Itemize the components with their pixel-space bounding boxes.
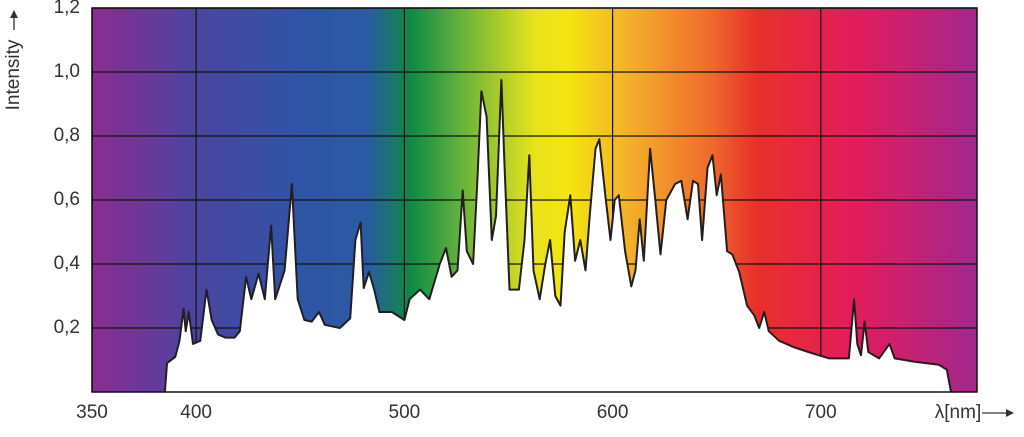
x-tick-label: 500 — [389, 402, 421, 423]
y-tick-label: 0,4 — [54, 253, 81, 274]
y-tick-label: 1,2 — [54, 0, 80, 18]
x-axis-label: λ[nm] — [935, 402, 981, 423]
marks — [163, 79, 952, 393]
x-tick-label: 700 — [805, 402, 837, 423]
area-fill — [164, 80, 952, 392]
x-tick-label: 400 — [180, 402, 212, 423]
plot-frame — [91, 7, 978, 393]
x-axis-arrowhead — [1006, 409, 1014, 417]
y-tick-label: 0,8 — [54, 125, 80, 146]
x-tick-label: 350 — [76, 402, 108, 423]
x-tick-label: 600 — [597, 402, 629, 423]
y-axis-label: Intensity — [3, 39, 24, 110]
y-tick-label: 0,2 — [54, 317, 80, 338]
y-axis-arrowhead — [10, 10, 18, 18]
y-tick-label: 0,6 — [54, 189, 80, 210]
spectrum-line — [163, 79, 952, 393]
y-tick-label: 1,0 — [54, 61, 80, 82]
